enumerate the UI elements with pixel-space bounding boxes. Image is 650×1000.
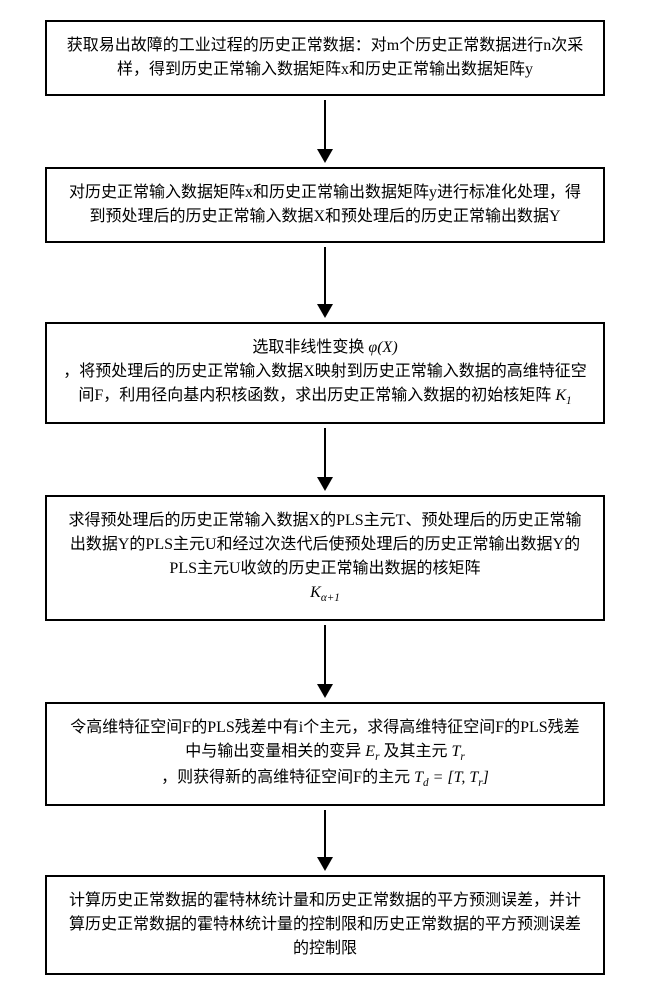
step-1-box: 获取易出故障的工业过程的历史正常数据：对m个历史正常数据进行n次采样，得到历史正… [45,20,605,96]
step-5-box: 令高维特征空间F的PLS残差中有i个主元，求得高维特征空间F的PLS残差中与输出… [45,702,605,806]
arrow-line [324,100,326,150]
arrow-line [324,625,326,685]
arrow-head-icon [317,477,333,491]
step-5-f1: Er [365,743,379,760]
arrow-head-icon [317,684,333,698]
arrow-line [324,810,326,858]
step-5-eq: = [T, Tr] [433,769,489,786]
arrow-head-icon [317,149,333,163]
flowchart-container: 获取易出故障的工业过程的历史正常数据：对m个历史正常数据进行n次采样，得到历史正… [0,0,650,995]
step-6-text: 计算历史正常数据的霍特林统计量和历史正常数据的平方预测误差，并计算历史正常数据的… [69,892,581,957]
arrow-head-icon [317,304,333,318]
arrow-4 [317,625,333,698]
arrow-5 [317,810,333,871]
arrow-head-icon [317,857,333,871]
step-3-pre: 选取非线性变换 [252,339,364,356]
arrow-2 [317,247,333,318]
step-5-mid1: 及其主元 [383,743,447,760]
step-5-pre: 令高维特征空间F的PLS残差中有i个主元，求得高维特征空间F的PLS残差中与输出… [70,719,579,760]
arrow-1 [317,100,333,163]
step-4-formula1: Kα+1 [310,584,340,601]
step-5-mid2: ，则获得新的高维特征空间F的主元 [161,769,410,786]
step-5-f3: Td [414,769,429,786]
step-3-formula1: φ(X) [368,339,397,356]
step-5-f2: Tr [451,743,464,760]
arrow-line [324,247,326,305]
step-6-box: 计算历史正常数据的霍特林统计量和历史正常数据的平方预测误差，并计算历史正常数据的… [45,875,605,975]
step-2-box: 对历史正常输入数据矩阵x和历史正常输出数据矩阵y进行标准化处理，得到预处理后的历… [45,167,605,243]
arrow-3 [317,428,333,491]
step-1-text: 获取易出故障的工业过程的历史正常数据：对m个历史正常数据进行n次采样，得到历史正… [67,37,583,78]
arrow-line [324,428,326,478]
step-3-mid: ，将预处理后的历史正常输入数据X映射到历史正常输入数据的高维特征空间F，利用径向… [63,363,587,404]
step-4-box: 求得预处理后的历史正常输入数据X的PLS主元T、预处理后的历史正常输出数据Y的P… [45,495,605,621]
step-4-pre: 求得预处理后的历史正常输入数据X的PLS主元T、预处理后的历史正常输出数据Y的P… [69,512,582,577]
step-3-formula2: K1 [555,387,571,404]
step-2-text: 对历史正常输入数据矩阵x和历史正常输出数据矩阵y进行标准化处理，得到预处理后的历… [69,184,581,225]
step-3-box: 选取非线性变换 φ(X) ，将预处理后的历史正常输入数据X映射到历史正常输入数据… [45,322,605,424]
